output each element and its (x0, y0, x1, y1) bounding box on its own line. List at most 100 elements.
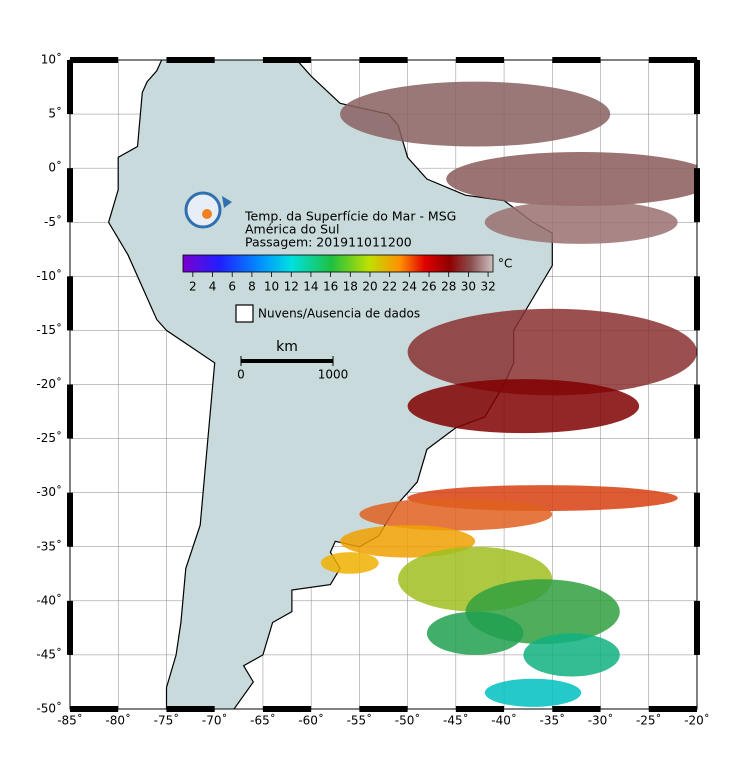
colorbar-tick-label: 24 (402, 280, 417, 294)
colorbar-tick-label: 20 (362, 280, 377, 294)
logo-arrow (222, 196, 232, 208)
lat-tick-label: -45˚ (36, 646, 62, 661)
lon-tick-label: -20˚ (684, 713, 710, 728)
scale-bar: 0 1000 (237, 356, 348, 382)
sst-patch (484, 200, 678, 244)
frame-segment (694, 60, 700, 115)
colorbar-tick-label: 22 (382, 280, 397, 294)
colorbar-unit: °C (498, 257, 512, 271)
scale-unit: km (276, 339, 298, 355)
colorbar-tick-label: 16 (323, 280, 338, 294)
lat-tick-label: -30˚ (36, 484, 62, 499)
lat-tick-label: -25˚ (36, 430, 62, 445)
frame-segment (262, 57, 312, 63)
region: América do Sul (245, 222, 339, 237)
frame-segment (694, 168, 700, 223)
sst-patch (426, 611, 524, 655)
sst-layer (320, 81, 697, 707)
colorbar-tick-label: 26 (421, 280, 436, 294)
sst-patch (407, 379, 640, 434)
frame-segment (67, 276, 73, 331)
sst-patch (484, 678, 582, 707)
colorbar-tick-label: 10 (264, 280, 279, 294)
frame-segment (455, 706, 505, 712)
scale-tick-label: 1000 (318, 368, 349, 382)
lon-tick-label: -65˚ (250, 713, 276, 728)
frame-segment (70, 706, 119, 712)
colorbar-tick-label: 6 (228, 280, 236, 294)
cloud-legend: Nuvens/Ausencia de dados (258, 307, 420, 321)
colorbar-tick-label: 14 (303, 280, 318, 294)
sst-patch (446, 151, 697, 207)
lat-tick-label: 0˚ (48, 160, 62, 175)
colorbar-tick-label: 4 (209, 280, 217, 294)
lon-tick-label: -30˚ (588, 713, 614, 728)
lat-tick-label: -40˚ (36, 592, 62, 607)
lat-tick-label: -50˚ (36, 701, 62, 716)
lat-tick-label: -10˚ (36, 268, 62, 283)
frame-segment (694, 492, 700, 547)
lon-tick-label: -85˚ (57, 713, 83, 728)
logo-dot (202, 209, 212, 219)
colorbar-tick-label: 18 (343, 280, 358, 294)
pass-time: Passagem: 201911011200 (245, 235, 412, 250)
cloud-swatch (235, 304, 254, 323)
frame-segment (552, 57, 601, 63)
frame-segment (67, 60, 73, 115)
colorbar-tick-label: 30 (461, 280, 476, 294)
frame-segment (262, 706, 312, 712)
lon-tick-label: -50˚ (395, 713, 421, 728)
frame-segment (648, 57, 697, 63)
colorbar-ticks: 2 4 6 8 10 12 14 16 18 20 22 24 26 28 30 32 (189, 272, 496, 294)
logo (184, 191, 232, 229)
logo-ring (184, 191, 222, 229)
sst-patch (320, 552, 379, 574)
lat-tick-label: 5˚ (48, 106, 62, 121)
sst-patch (340, 525, 476, 558)
frame-segment (694, 276, 700, 331)
frame-segment (552, 706, 601, 712)
frame-segment (67, 600, 73, 655)
lon-tick-label: -70˚ (202, 713, 228, 728)
scale-bar-body (241, 359, 333, 363)
sst-patch (340, 81, 611, 147)
lon-tick-label: -40˚ (491, 713, 517, 728)
lat-tick-label: -5˚ (44, 214, 62, 229)
frame-segment (359, 706, 408, 712)
frame-segment (67, 168, 73, 223)
sst-patch (407, 308, 697, 396)
lon-tick-label: -55˚ (347, 713, 373, 728)
lon-tick-label: -60˚ (298, 713, 324, 728)
frame-segment (648, 706, 697, 712)
map-frame: -85˚ -80˚ -75˚ -70˚ -65˚ -60˚ -55˚ -50˚ -45˚ -40˚… (36, 52, 709, 728)
frame-segment (359, 57, 408, 63)
frame-segment (455, 57, 505, 63)
colorbar-tick-label: 28 (441, 280, 456, 294)
lon-tick-label: -35˚ (540, 713, 566, 728)
title: Temp. da Superfície do Mar - MSG (244, 209, 456, 224)
frame-segment (694, 600, 700, 655)
sst-patch (359, 498, 553, 531)
frame-segment (67, 492, 73, 547)
colorbar (182, 254, 494, 273)
lon-tick-label: -25˚ (636, 713, 662, 728)
colorbar-tick-label: 2 (189, 280, 197, 294)
lat-tick-label: -35˚ (36, 538, 62, 553)
frame-segment (694, 384, 700, 439)
lon-tick-label: -75˚ (154, 713, 180, 728)
lat-tick-label: -20˚ (36, 376, 62, 391)
frame-segment (70, 57, 119, 63)
frame-segment (166, 706, 215, 712)
sst-patch (523, 633, 620, 677)
lat-tick-label: -15˚ (36, 322, 62, 337)
colorbar-tick-label: 32 (480, 280, 495, 294)
colorbar-tick-label: 12 (284, 280, 299, 294)
colorbar-tick-label: 8 (248, 280, 256, 294)
frame-segment (67, 384, 73, 439)
lon-tick-label: -80˚ (105, 713, 131, 728)
lat-tick-label: 10˚ (41, 52, 62, 67)
scale-tick-label: 0 (237, 368, 245, 382)
lon-tick-label: -45˚ (443, 713, 469, 728)
frame-segment (166, 57, 215, 63)
